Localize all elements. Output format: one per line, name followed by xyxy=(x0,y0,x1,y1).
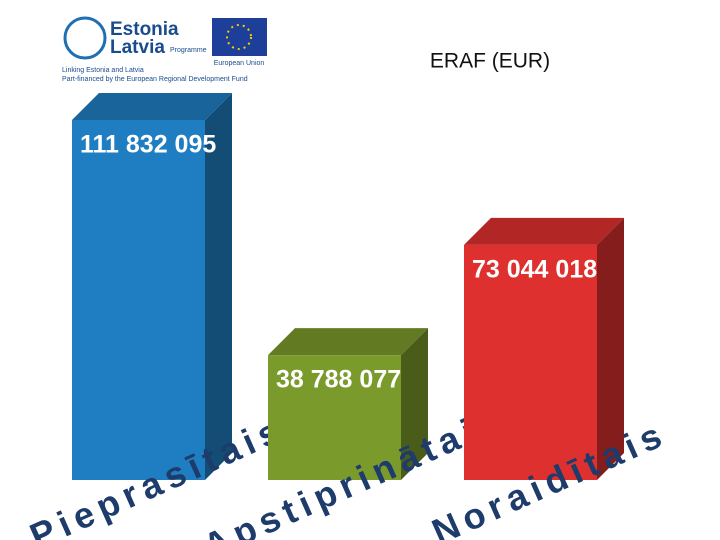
logo-text: Part-financed by the European Regional D… xyxy=(62,76,248,83)
logo-text: Estonia xyxy=(110,19,179,40)
bar-side xyxy=(401,328,428,480)
logo-text: Latvia xyxy=(110,37,165,58)
eu-stars xyxy=(226,24,252,50)
value-label: 38 788 077 xyxy=(276,366,401,394)
value-label: 73 044 018 xyxy=(472,255,597,283)
logo-text: Linking Estonia and Latvia xyxy=(62,67,144,74)
bar xyxy=(268,355,401,480)
bar-top xyxy=(464,217,624,245)
logo: Estonia Latvia Programme European Union … xyxy=(62,16,267,83)
bar-side xyxy=(205,93,232,480)
bar-top xyxy=(72,93,232,120)
bar xyxy=(72,120,205,480)
logo-text: European Union xyxy=(214,60,265,67)
logo-text: Programme xyxy=(170,47,207,54)
value-label: 111 832 095 xyxy=(80,131,216,159)
bar xyxy=(464,244,597,480)
eu-flag xyxy=(212,18,267,56)
chart-title: ERAF (EUR) xyxy=(430,50,550,73)
bar-side xyxy=(597,217,624,480)
logo-mark xyxy=(63,16,107,60)
bar-top xyxy=(268,328,428,356)
